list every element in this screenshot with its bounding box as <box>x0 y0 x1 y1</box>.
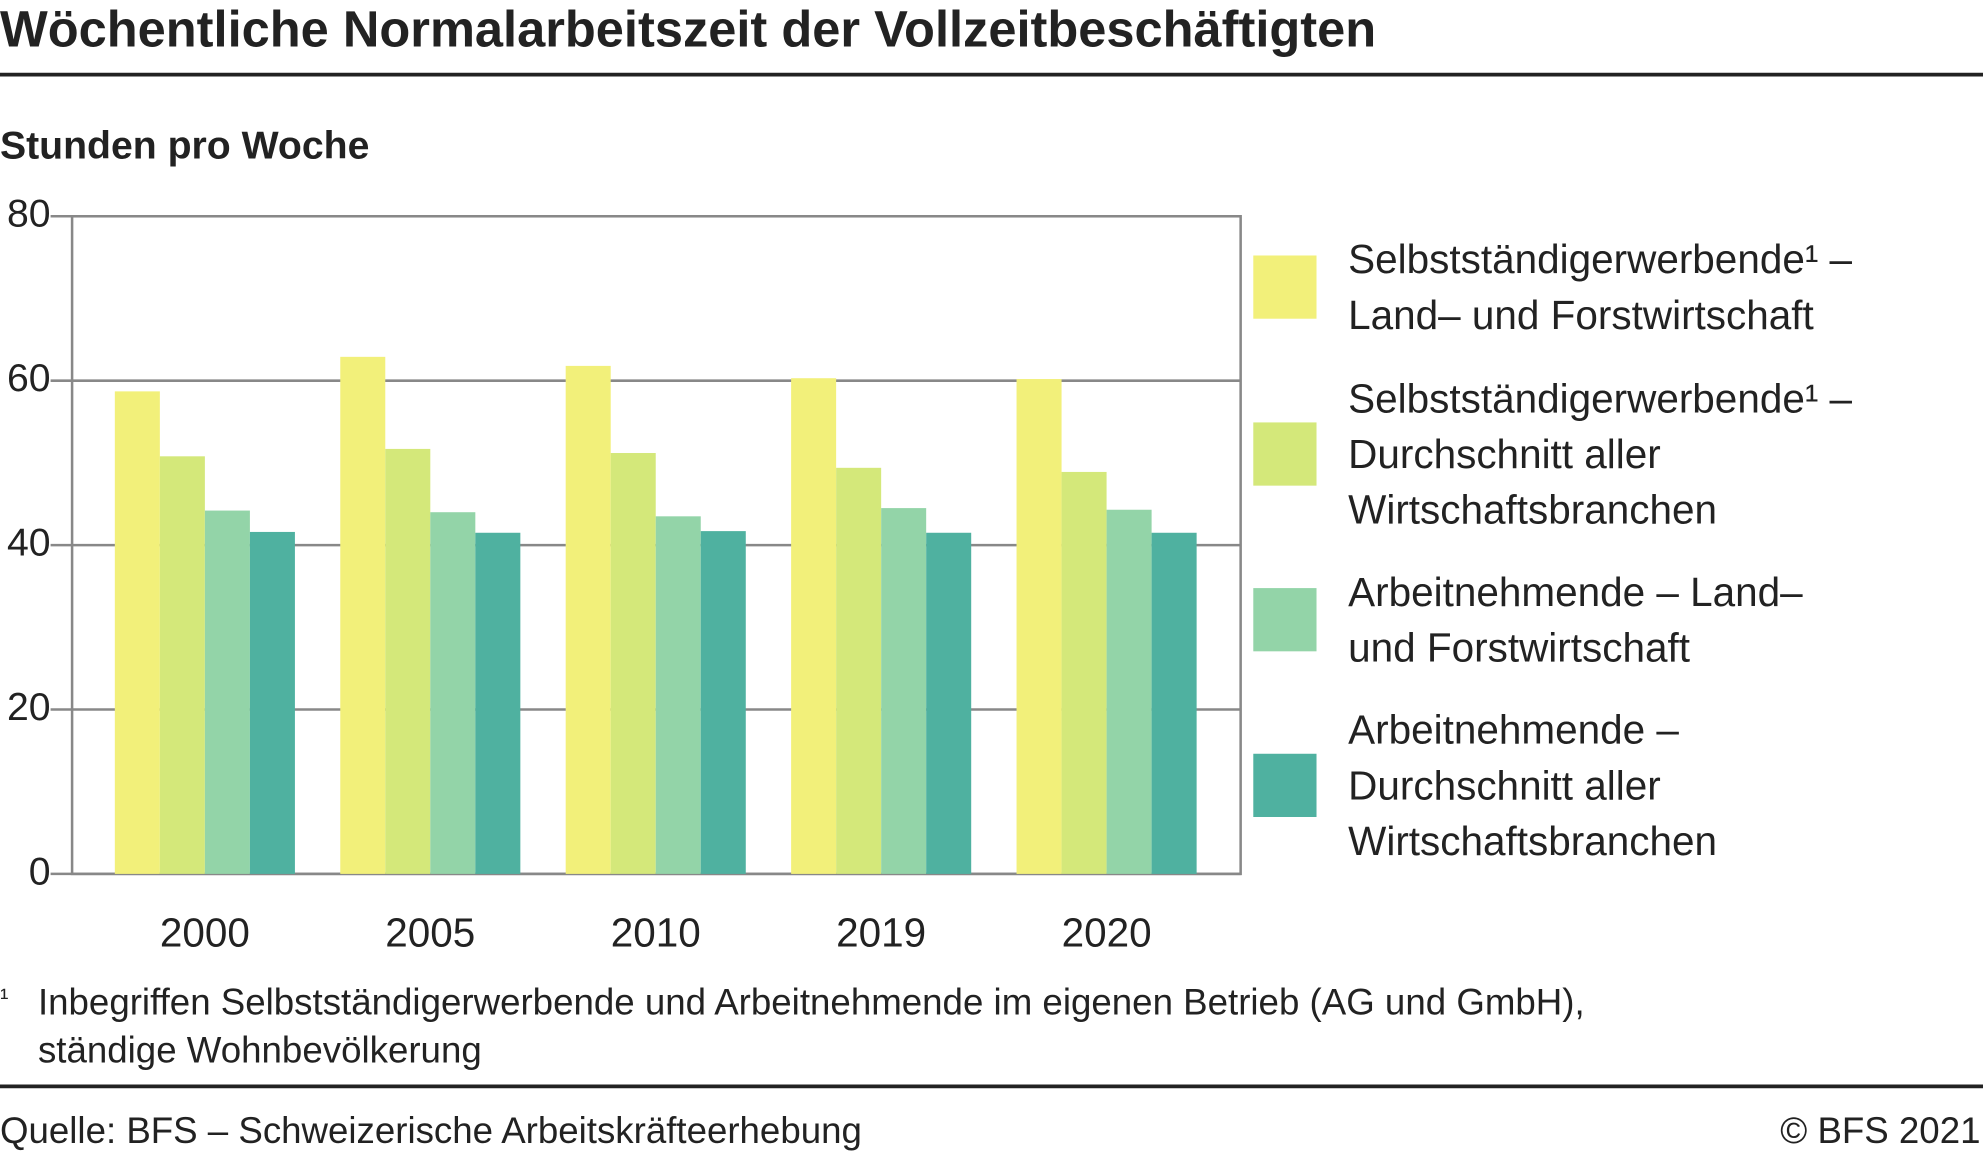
bar <box>1061 471 1107 874</box>
bar <box>610 453 656 874</box>
chart-title: Wöchentliche Normalarbeitszeit der Vollz… <box>0 0 1376 57</box>
x-tick-label: 2019 <box>836 910 926 956</box>
footnote-marker: ¹ <box>0 984 8 1012</box>
bar <box>1106 509 1152 874</box>
x-tick-label: 2005 <box>385 910 475 956</box>
footnote-box: Inbegriffen Selbstständigerwerbende und … <box>37 982 1585 1072</box>
legend-label-box: Arbeitnehmende – Land– und Forstwirtscha… <box>1348 536 1879 703</box>
legend-swatch <box>1253 588 1317 652</box>
footnote: Inbegriffen Selbstständigerwerbende und … <box>37 982 1585 1072</box>
bar <box>1016 379 1062 874</box>
bar <box>475 532 521 874</box>
legend-swatch <box>1253 422 1317 486</box>
bar <box>655 516 701 874</box>
bar <box>881 508 927 874</box>
y-axis-label: Stunden pro Woche <box>0 124 369 167</box>
legend-label: Arbeitnehmende – Durchschnitt aller Wirt… <box>1348 706 1718 864</box>
legend-swatch <box>1253 753 1317 817</box>
x-tick-label: 2010 <box>611 910 701 956</box>
legend-label-wrap: Arbeitnehmende – Durchschnitt aller Wirt… <box>1348 702 1879 869</box>
bar <box>249 531 295 874</box>
bar <box>700 531 746 874</box>
y-tick-label: 20 <box>7 686 51 729</box>
bar <box>340 356 386 874</box>
bar <box>1151 532 1197 874</box>
bar <box>791 378 837 874</box>
y-tick-label: 0 <box>29 850 51 893</box>
copyright: © BFS 2021 <box>1780 1110 1980 1151</box>
bar <box>430 512 476 874</box>
legend-label-box: Selbstständigerwerbende¹ – Land– und For… <box>1348 204 1879 371</box>
bar <box>836 467 882 874</box>
source: Quelle: BFS – Schweizerische Arbeitskräf… <box>0 1110 862 1151</box>
bar <box>114 391 160 874</box>
y-tick-label: 60 <box>7 357 51 400</box>
bar <box>204 510 250 874</box>
x-tick-label: 2000 <box>160 910 250 956</box>
bar <box>565 365 611 874</box>
x-tick-label: 2020 <box>1062 910 1152 956</box>
bar <box>926 532 972 874</box>
legend-label-wrap: Arbeitnehmende – Land– und Forstwirtscha… <box>1348 536 1879 703</box>
legend-label: Arbeitnehmende – Land– und Forstwirtscha… <box>1348 569 1803 671</box>
legend-label-box: Arbeitnehmende – Durchschnitt aller Wirt… <box>1348 702 1879 869</box>
legend-label: Selbstständigerwerbende¹ – Land– und For… <box>1348 236 1853 338</box>
legend-label: Selbstständigerwerbende¹ – Durchschnitt … <box>1348 375 1853 533</box>
y-tick-label: 80 <box>7 193 51 236</box>
legend-label-wrap: Selbstständigerwerbende¹ – Land– und For… <box>1348 204 1879 371</box>
legend-swatch <box>1253 255 1317 319</box>
legend-label-wrap: Selbstständigerwerbende¹ – Durchschnitt … <box>1348 371 1879 538</box>
legend-label-box: Selbstständigerwerbende¹ – Durchschnitt … <box>1348 371 1879 538</box>
y-tick-label: 40 <box>7 521 51 564</box>
bar <box>385 448 431 874</box>
bar <box>159 456 205 874</box>
